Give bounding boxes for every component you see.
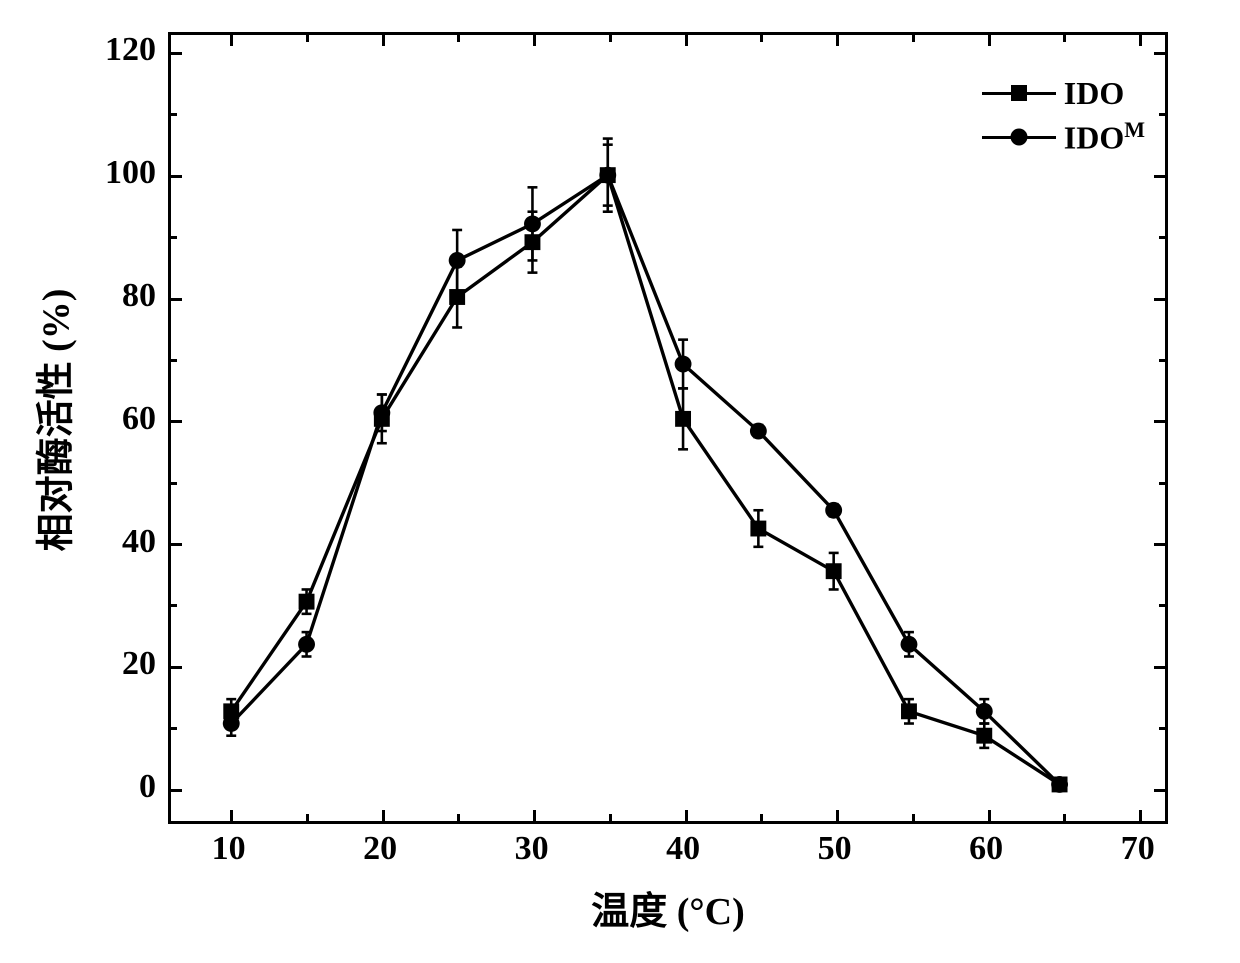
- data-point: [901, 636, 918, 653]
- y-tick-label: 120: [105, 31, 168, 69]
- x-tick-label: 50: [818, 830, 852, 868]
- legend-item-ido-m: IDOM: [982, 117, 1145, 157]
- data-point: [599, 167, 616, 184]
- y-tick-label: 0: [139, 768, 168, 806]
- x-tick-label: 60: [969, 830, 1003, 868]
- y-tick-label: 60: [122, 400, 168, 438]
- legend-label: IDOM: [1064, 117, 1145, 157]
- y-tick-label: 20: [122, 645, 168, 683]
- data-point: [1051, 776, 1068, 793]
- chart-container: IDO IDOM 相对酶活性 (%) 温度 (°C) 0204060801001…: [60, 20, 1200, 940]
- square-marker-icon: [1011, 85, 1027, 101]
- legend-sample-line: [982, 136, 1056, 139]
- y-tick-label: 80: [122, 277, 168, 315]
- data-point: [826, 563, 842, 579]
- data-point: [449, 289, 465, 305]
- x-tick-label: 40: [666, 830, 700, 868]
- data-point: [750, 521, 766, 537]
- x-tick-label: 70: [1121, 830, 1155, 868]
- data-point: [525, 234, 541, 250]
- data-point: [223, 715, 240, 732]
- legend: IDO IDOM: [982, 73, 1145, 157]
- data-point: [373, 404, 390, 421]
- legend-sample-line: [982, 92, 1056, 95]
- data-point: [901, 703, 917, 719]
- data-point: [449, 252, 466, 269]
- circle-marker-icon: [1010, 129, 1027, 146]
- data-point: [298, 636, 315, 653]
- x-tick-label: 10: [212, 830, 246, 868]
- x-axis-label: 温度 (°C): [591, 880, 744, 935]
- y-tick-label: 40: [122, 523, 168, 561]
- data-point: [524, 215, 541, 232]
- data-point: [976, 703, 993, 720]
- legend-label: IDO: [1064, 75, 1124, 112]
- data-point: [825, 502, 842, 519]
- x-tick-label: 20: [363, 830, 397, 868]
- y-tick-label: 100: [105, 154, 168, 192]
- data-point: [675, 411, 691, 427]
- x-tick-label: 30: [515, 830, 549, 868]
- data-point: [976, 728, 992, 744]
- legend-item-ido: IDO: [982, 73, 1145, 113]
- plot-area: IDO IDOM: [168, 32, 1168, 824]
- data-point: [750, 423, 767, 440]
- data-point: [299, 594, 315, 610]
- data-point: [675, 356, 692, 373]
- y-axis-label: 相对酶活性 (%): [25, 289, 80, 552]
